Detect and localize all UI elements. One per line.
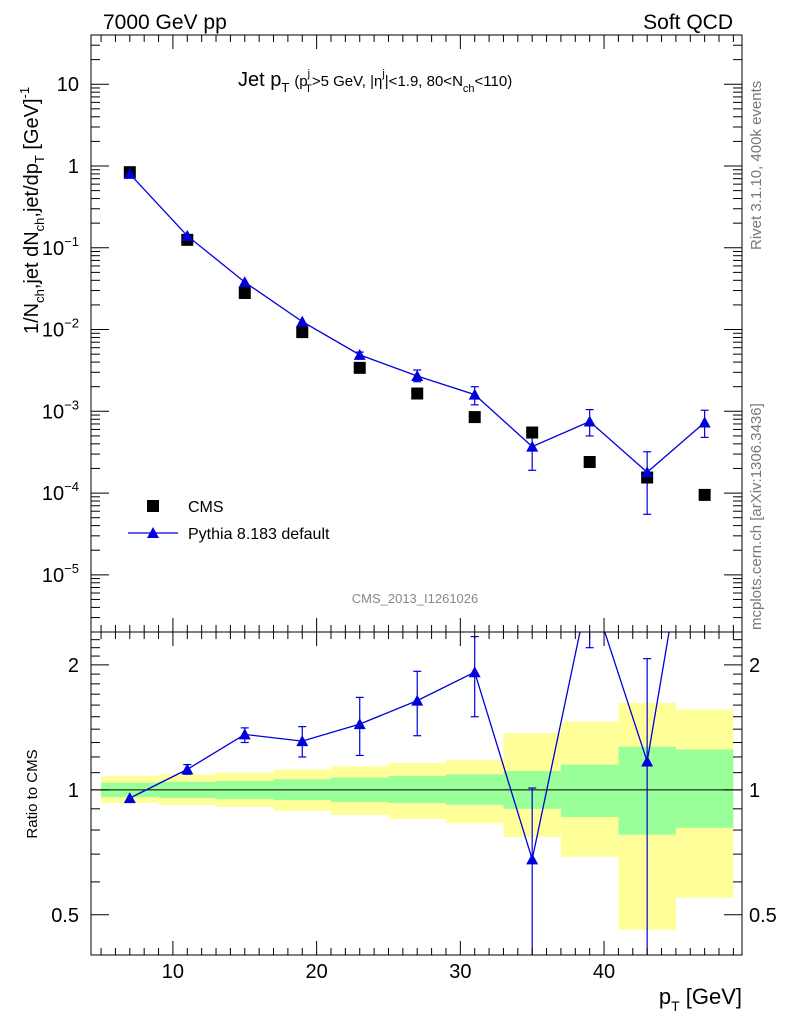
ratio-ytick-label-left: 2 [68, 655, 79, 677]
ratio-point [238, 728, 251, 740]
analysis-id-label: CMS_2013_I1261026 [352, 591, 479, 606]
cms-point [583, 455, 596, 468]
legend-pythia-label: Pythia 8.183 default [188, 526, 330, 543]
main-series [123, 166, 711, 515]
main-ytick-label: 1 [68, 156, 79, 178]
ratio-xtick-label: 30 [449, 961, 471, 983]
pythia-point [641, 466, 654, 478]
pythia-point [583, 415, 596, 427]
pythia-line [129, 173, 706, 474]
energy-label: 7000 GeV pp [103, 11, 227, 34]
ratio-ytick-label-left: 0.5 [51, 905, 79, 927]
ratio-ytick-label-right: 2 [749, 655, 760, 677]
rivet-label: Rivet 3.1.10, 400k events [748, 81, 765, 250]
ratio-frame [90, 631, 743, 956]
ratio-xtick-label: 10 [162, 961, 184, 983]
pythia-point [526, 440, 539, 452]
main-ytick-label: 10−4 [42, 479, 79, 505]
main-ytick-label: 10−2 [42, 316, 79, 342]
ratio-point [123, 792, 136, 804]
ratio-point [353, 718, 366, 730]
chart-title: Jet pT (pj T>5 GeV, |ηj|<1.9, 80<Nch<110) [238, 68, 512, 95]
legend: CMS Pythia 8.183 default [128, 499, 330, 543]
ratio-ylabel: Ratio to CMS [24, 749, 41, 838]
ratio-point [584, 580, 596, 591]
legend-cms-marker [147, 500, 159, 512]
ratio-point [296, 735, 309, 747]
ratio-panel: 2 2 1 1 0.5 0.5 10 20 30 40 Ratio to CMS pT [GeV… [24, 580, 777, 1014]
main-ytick-label: 10−5 [42, 561, 79, 587]
main-ylabel: 1/Nch,jet dNch,jet/dpT [GeV]-1 [17, 87, 47, 334]
cms-point [296, 326, 309, 339]
main-axis-ticks [91, 34, 742, 633]
cms-point [411, 387, 424, 400]
ratio-series [123, 580, 670, 955]
cms-point [468, 411, 481, 424]
ratio-xtick-labels: 10 20 30 40 [162, 961, 615, 983]
cms-point [526, 426, 539, 439]
ratio-point [641, 755, 654, 767]
ratio-point [411, 694, 424, 706]
ratio-point [526, 853, 539, 865]
pythia-point [698, 416, 711, 428]
ratio-xlabel: pT [GeV] [659, 984, 742, 1014]
legend-cms-label: CMS [188, 499, 224, 516]
pythia-point [238, 276, 251, 288]
pythia-point [296, 315, 309, 327]
ratio-xtick-label: 40 [593, 961, 615, 983]
main-ytick-label: 10−3 [42, 397, 79, 423]
ratio-stat-band [675, 749, 734, 828]
ratio-axis-ticks [91, 631, 742, 956]
main-ytick-labels: 10 1 10−1 10−2 10−3 10−4 10−5 [42, 74, 79, 587]
pythia-point [468, 388, 481, 400]
main-ytick-label: 10−1 [42, 234, 79, 260]
ratio-point [468, 666, 481, 678]
ratio-ytick-label-right: 0.5 [749, 905, 777, 927]
category-label: Soft QCD [643, 11, 733, 34]
cms-point [698, 488, 711, 501]
legend-pythia-marker [147, 527, 159, 538]
cms-point [238, 286, 251, 299]
cms-point [353, 361, 366, 374]
mcplots-label: mcplots.cern.ch [arXiv:1306.3436] [748, 403, 765, 630]
main-panel: 10 1 10−1 10−2 10−3 10−4 10−5 Jet pT (pj T>5 GeV… [17, 34, 743, 633]
ratio-ytick-label-left: 1 [68, 780, 79, 802]
ratio-xtick-label: 20 [305, 961, 327, 983]
main-ytick-label: 10 [57, 74, 79, 96]
pythia-point [411, 370, 424, 382]
pythia-point [353, 348, 366, 360]
pythia-point [181, 229, 194, 241]
ratio-ytick-labels: 2 2 1 1 0.5 0.5 [51, 655, 777, 927]
ratio-point [181, 763, 194, 775]
pythia-point [123, 167, 136, 179]
ratio-stat-band [560, 764, 619, 818]
ratio-ytick-label-right: 1 [749, 780, 760, 802]
